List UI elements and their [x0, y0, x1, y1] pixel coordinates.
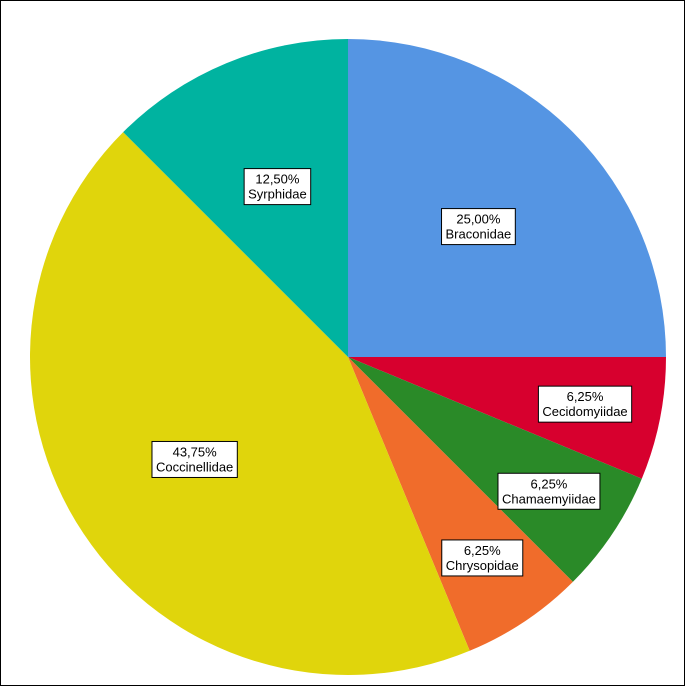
pie-slices [29, 38, 666, 676]
slice-category-label: Chamaemyiidae [502, 491, 596, 506]
slice-label-braconidae: 25,00%Braconidae [441, 208, 516, 246]
slice-percent-label: 12,50% [255, 172, 300, 187]
slice-percent-label: 6,25% [531, 476, 568, 491]
slice-percent-label: 43,75% [173, 444, 218, 459]
slice-label-box [497, 472, 601, 510]
pie-labels: 25,00%Braconidae6,25%Cecidomyiidae6,25%C… [151, 168, 633, 577]
slice-category-label: Coccinellidae [156, 459, 233, 474]
slice-label-syrphidae: 12,50%Syrphidae [243, 168, 312, 206]
slice-category-label: Braconidae [446, 227, 512, 242]
slice-category-label: Syrphidae [248, 187, 307, 202]
slice-label-cecidomyiidae: 6,25%Cecidomyiidae [537, 385, 633, 423]
slice-percent-label: 6,25% [464, 543, 501, 558]
slice-label-box [537, 385, 633, 423]
slice-percent-label: 25,00% [456, 212, 501, 227]
slice-label-coccinellidae: 43,75%Coccinellidae [151, 440, 238, 478]
slice-label-box [243, 168, 312, 206]
pie-slice-coccinellidae [29, 132, 470, 676]
pie-slice-chrysopidae [348, 357, 573, 651]
pie-slice-syrphidae [123, 38, 348, 357]
pie-slice-braconidae [348, 39, 666, 357]
slice-label-chrysopidae: 6,25%Chrysopidae [441, 539, 524, 577]
pie-slice-chamaemyiidae [348, 357, 642, 582]
slice-category-label: Cecidomyiidae [542, 404, 627, 419]
slice-category-label: Chrysopidae [446, 558, 519, 573]
slice-label-box [441, 208, 516, 246]
slice-label-box [151, 440, 238, 478]
slice-label-chamaemyiidae: 6,25%Chamaemyiidae [497, 472, 601, 510]
slice-percent-label: 6,25% [567, 389, 604, 404]
slice-label-box [441, 539, 524, 577]
